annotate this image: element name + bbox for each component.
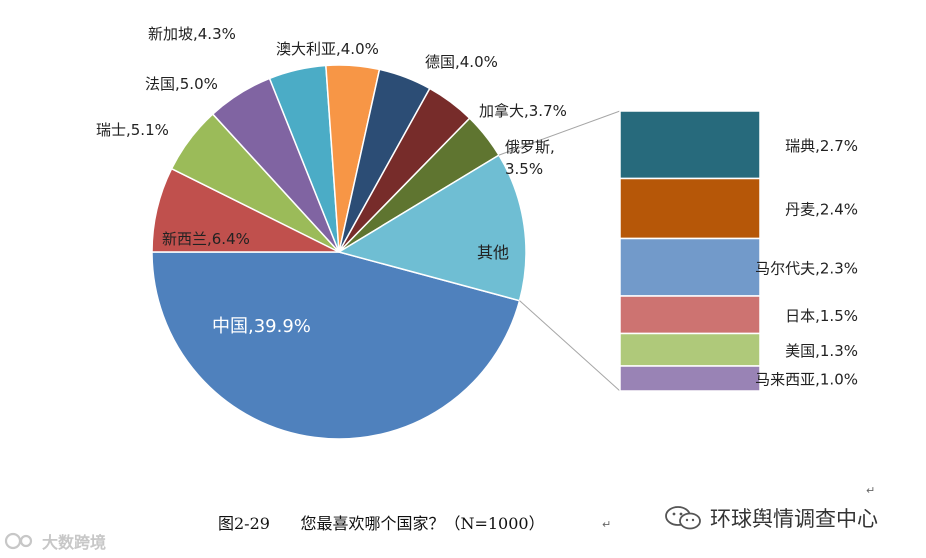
data-label: 德国,4.0%	[425, 53, 498, 71]
breakdown-label: 日本,1.5%	[785, 307, 858, 325]
breakdown-label: 美国,1.3%	[785, 342, 858, 360]
figure-caption: 图2-29 您最喜欢哪个国家？（N=1000）	[218, 510, 545, 534]
other-breakdown-bar	[619, 110, 761, 392]
connector-line	[519, 300, 621, 392]
breakdown-label: 马尔代夫,2.3%	[755, 259, 858, 277]
pie-chart: 中国,39.9% 新西兰,6.4% 瑞士,5.1% 法国,5.0% 新加坡,4.3% 澳大…	[96, 25, 858, 440]
pie-slice	[151, 251, 521, 440]
breakdown-segment	[619, 365, 761, 392]
breakdown-label: 丹麦,2.4%	[785, 201, 858, 219]
wechat-icon	[665, 506, 701, 530]
return-mark: ↵	[602, 518, 612, 531]
breakdown-segment	[619, 177, 761, 240]
breakdown-label: 瑞典,2.7%	[785, 137, 858, 155]
pie-slices	[151, 64, 527, 440]
data-label: 俄罗斯, 3.5%	[505, 138, 555, 178]
connector-line	[498, 110, 621, 156]
data-label: 澳大利亚,4.0%	[276, 40, 379, 58]
data-label: 新加坡,4.3%	[148, 25, 236, 43]
connector-lines	[498, 110, 621, 392]
data-label: 法国,5.0%	[145, 75, 218, 93]
watermark-left-text: 大数跨境	[42, 533, 107, 552]
return-mark: ↵	[866, 484, 876, 497]
data-label: 中国,39.9%	[212, 316, 311, 337]
breakdown-segment	[619, 237, 761, 297]
breakdown-segment	[619, 295, 761, 335]
breakdown-segment	[619, 332, 761, 367]
breakdown-label: 马来西亚,1.0%	[755, 371, 858, 389]
pie-slice	[337, 154, 527, 302]
figure-question: 您最喜欢哪个国家？（N=1000）	[300, 514, 545, 533]
data-label: 加拿大,3.7%	[479, 102, 567, 120]
watermark-right: 环球舆情调查中心	[664, 503, 878, 533]
slice-labels: 中国,39.9% 新西兰,6.4% 瑞士,5.1% 法国,5.0% 新加坡,4.3% 澳大…	[96, 25, 858, 389]
watermark-left: 大数跨境	[4, 529, 106, 553]
data-label: 瑞士,5.1%	[96, 121, 169, 139]
data-label: 其他	[477, 243, 509, 262]
brand-logo-icon	[4, 532, 33, 550]
data-label: 新西兰,6.4%	[162, 230, 250, 248]
breakdown-segment	[619, 110, 761, 180]
figure-number: 图2-29	[218, 514, 270, 533]
watermark-right-text: 环球舆情调查中心	[710, 507, 878, 531]
